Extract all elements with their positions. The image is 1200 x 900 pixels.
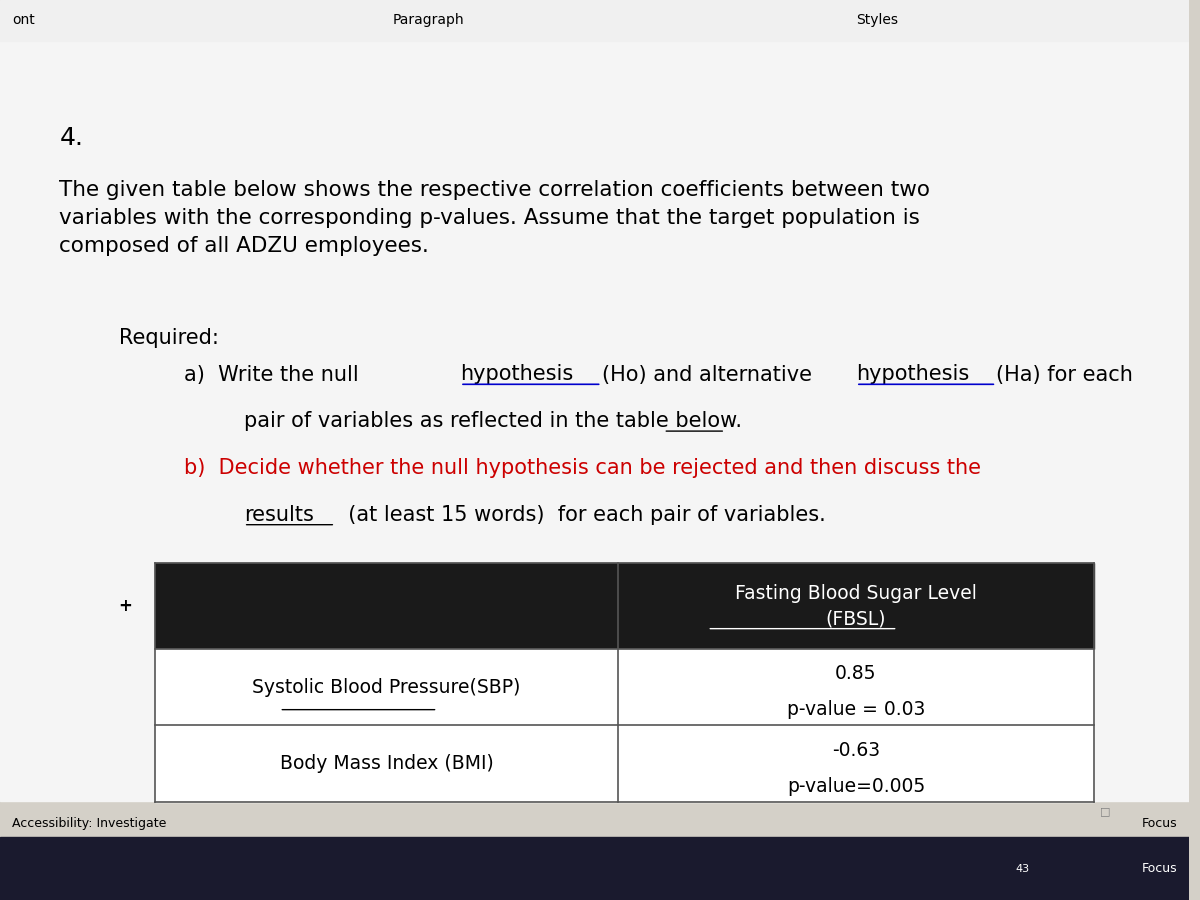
Text: -0.63: -0.63	[832, 741, 880, 760]
Text: Required:: Required:	[119, 328, 218, 348]
Text: Paragraph: Paragraph	[392, 14, 464, 27]
Text: (Ho) and alternative: (Ho) and alternative	[601, 364, 818, 384]
Text: results: results	[244, 505, 313, 525]
Text: 4.: 4.	[60, 126, 84, 150]
Bar	[155, 649, 1093, 725]
Bar	[0, 837, 1189, 900]
Text: The given table below shows the respective correlation coefficients between two
: The given table below shows the respecti…	[60, 180, 930, 256]
Text: a)  Write the null: a) Write the null	[185, 364, 366, 384]
Text: 0.85: 0.85	[835, 664, 877, 683]
Text: p-value = 0.03: p-value = 0.03	[787, 700, 925, 719]
Text: Styles: Styles	[856, 14, 898, 27]
Text: hypothesis: hypothesis	[460, 364, 574, 384]
Text: (Ha) for each: (Ha) for each	[996, 364, 1133, 384]
Text: Systolic Blood Pressure(SBP): Systolic Blood Pressure(SBP)	[252, 678, 521, 697]
Text: Body Mass Index (BMI): Body Mass Index (BMI)	[280, 754, 493, 773]
Bar	[155, 563, 1093, 649]
Text: Focus: Focus	[1141, 817, 1177, 830]
Text: +: +	[118, 598, 132, 616]
Text: (at least 15 words)  for each pair of variables.: (at least 15 words) for each pair of var…	[335, 505, 826, 525]
Text: 43: 43	[1015, 863, 1030, 874]
Text: Accessibility: Investigate: Accessibility: Investigate	[12, 817, 167, 830]
Bar	[155, 725, 1093, 802]
Bar	[0, 40, 1189, 801]
Text: Fasting Blood Sugar Level
(FBSL): Fasting Blood Sugar Level (FBSL)	[736, 584, 977, 628]
Text: ont: ont	[12, 14, 35, 27]
Text: hypothesis: hypothesis	[856, 364, 970, 384]
Text: p-value=0.005: p-value=0.005	[787, 777, 925, 796]
Text: b)  Decide whether the null hypothesis can be rejected and then discuss the: b) Decide whether the null hypothesis ca…	[185, 458, 982, 478]
Text: pair of variables as reflected in the table below.: pair of variables as reflected in the ta…	[244, 411, 742, 431]
Text: □: □	[1099, 806, 1110, 816]
Bar	[0, 0, 1189, 40]
Text: Focus: Focus	[1141, 862, 1177, 875]
